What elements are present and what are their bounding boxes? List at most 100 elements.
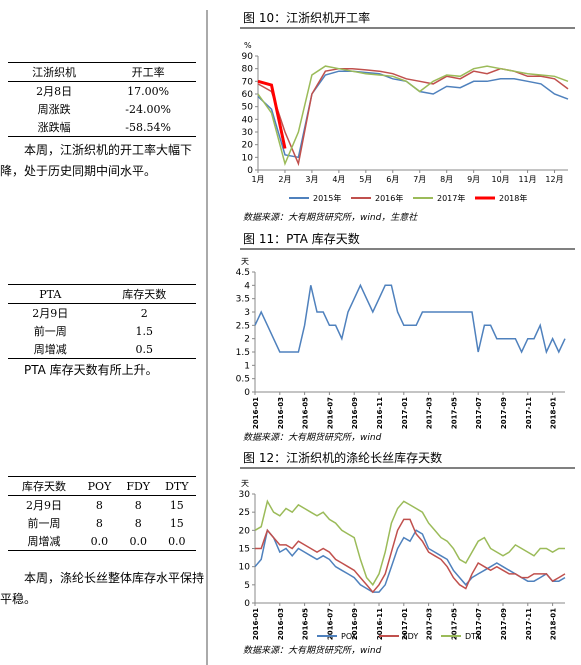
row: 2月9日 8 8 15 (8, 496, 196, 515)
y-tick-label: 2.5 (236, 321, 250, 331)
cell: 0.0 (157, 532, 196, 551)
x-tick-label: 9月 (467, 175, 480, 184)
data-line (257, 70, 569, 159)
x-tick-label: 2016-05 (302, 608, 310, 640)
row: 2月8日 17.00% (8, 82, 196, 101)
data-table: 库存天数 POY FDY DTY 2月9日 8 8 15 前一周 8 8 15 周增减 0.0 0.0 0.0 (8, 476, 196, 551)
header-cell: 江浙织机 (8, 62, 101, 82)
data-line (257, 65, 569, 167)
x-tick-label: 2017-05 (450, 608, 458, 640)
y-tick-label: 4.5 (236, 268, 250, 278)
legend-label: FDY (403, 632, 418, 641)
x-tick-label: 10月 (492, 175, 510, 184)
y-tick-label: 60 (242, 90, 254, 100)
source-note: 数据来源：大有期货研究所，wind (243, 432, 382, 443)
x-tick-label: 2018-01 (550, 608, 558, 640)
cell: 1.5 (135, 324, 154, 338)
cell: 周增减 (8, 532, 81, 551)
cell: -24.00% (125, 102, 171, 116)
cell: 2月8日 (36, 85, 73, 98)
header-cell: 库存天数 (92, 284, 196, 304)
y-tick-label: 1.5 (236, 348, 250, 358)
row: 前一周 1.5 (8, 322, 196, 340)
x-tick-label: 2月 (278, 175, 291, 184)
header-row: 库存天数 POY FDY DTY (8, 476, 196, 496)
cell: 周增减 (8, 340, 93, 359)
y-tick-label: 15 (239, 545, 250, 555)
x-tick-label: 2018-01 (550, 397, 558, 429)
data-line (257, 67, 569, 167)
data-line (255, 518, 566, 594)
x-tick-label: 2016-03 (277, 397, 285, 429)
cell: 17.00% (127, 84, 170, 98)
x-tick-label: 4月 (332, 175, 345, 184)
paragraph: 本周，涤纶长丝整体库存水平保持平稳。 (0, 571, 205, 606)
y-tick-label: 3 (244, 308, 250, 318)
y-tick-label: 50 (242, 103, 254, 113)
paragraph: 本周，江浙织机的开工率大幅下降，处于历史同期中间水平。 (0, 143, 193, 178)
chart-title: 图 12：江浙织机的涤纶长丝库存天数 (243, 450, 442, 465)
x-tick-label: 8月 (440, 175, 453, 184)
cell: 前一周 (33, 325, 67, 338)
x-tick-label: 2016-11 (376, 397, 384, 429)
x-tick-label: 2017-09 (500, 608, 508, 640)
header-cell: 库存天数 (8, 476, 81, 496)
x-tick-label: 2016-07 (326, 397, 334, 429)
legend-label: POY (341, 632, 357, 641)
legend-label: 2018年 (499, 193, 527, 203)
x-tick-label: 5月 (359, 175, 372, 184)
x-tick-label: 2017-07 (475, 608, 483, 640)
y-unit: 天 (241, 479, 249, 488)
y-tick-label: 20 (242, 141, 254, 151)
y-tick-label: 4 (244, 281, 250, 291)
y-tick-label: 70 (242, 77, 254, 87)
source-note: 数据来源：大有期货研究所，wind，生意社 (243, 212, 418, 223)
header-cell: FDY (118, 476, 158, 496)
cell: 2 (140, 306, 148, 320)
cell: 0.0 (80, 532, 119, 551)
y-tick-label: 3.5 (236, 295, 250, 305)
header-cell: PTA (8, 284, 93, 304)
y-tick-label: 40 (242, 115, 254, 125)
chart-title: 图 11：PTA 库存天数 (243, 231, 360, 246)
x-tick-label: 1月 (251, 175, 264, 184)
data-table: 江浙织机 开工率 2月8日 17.00% 周涨跌 -24.00% 涨跌幅 -58.54% (8, 62, 196, 137)
cell: 涨跌幅 (8, 118, 101, 137)
y-tick-label: 0 (244, 388, 250, 398)
x-tick-label: 2016-05 (302, 397, 310, 429)
x-tick-label: 11月 (518, 175, 536, 184)
y-tick-label: 2 (244, 335, 250, 345)
row: 周增减 0.0 0.0 0.0 (8, 532, 196, 551)
data-line (254, 528, 566, 593)
cell: 2月9日 (26, 499, 63, 512)
cell: 15 (169, 516, 184, 530)
x-tick-label: 3月 (305, 175, 318, 184)
legend-label: 2015年 (313, 193, 341, 203)
x-tick-label: 2017-01 (401, 397, 409, 429)
cell: 8 (134, 516, 142, 530)
source-note: 数据来源：大有期货研究所，wind (243, 645, 382, 656)
y-tick-label: 0.5 (236, 375, 250, 385)
x-tick-label: 2017-11 (525, 397, 533, 429)
y-tick-label: 1 (244, 361, 250, 371)
legend-label: 2017年 (437, 193, 465, 203)
y-unit: 天 (241, 257, 249, 266)
cell: 8 (95, 516, 103, 530)
x-tick-label: 2016-11 (376, 608, 384, 640)
x-tick-label: 2017-03 (426, 397, 434, 429)
x-tick-label: 12月 (545, 175, 563, 184)
data-line (257, 79, 287, 149)
cell: 8 (95, 498, 103, 512)
x-tick-label: 2017-01 (401, 608, 409, 640)
row: 涨跌幅 -58.54% (8, 118, 196, 137)
cell: 周涨跌 (37, 103, 71, 116)
cell: 0.5 (92, 340, 196, 359)
x-tick-label: 2016-03 (277, 608, 285, 640)
y-tick-label: 80 (242, 65, 254, 75)
legend-label: DTY (465, 632, 481, 641)
cell: -58.54% (100, 118, 196, 137)
header-cell: DTY (157, 476, 196, 496)
y-tick-label: 10 (242, 153, 254, 163)
x-tick-label: 7月 (413, 175, 426, 184)
